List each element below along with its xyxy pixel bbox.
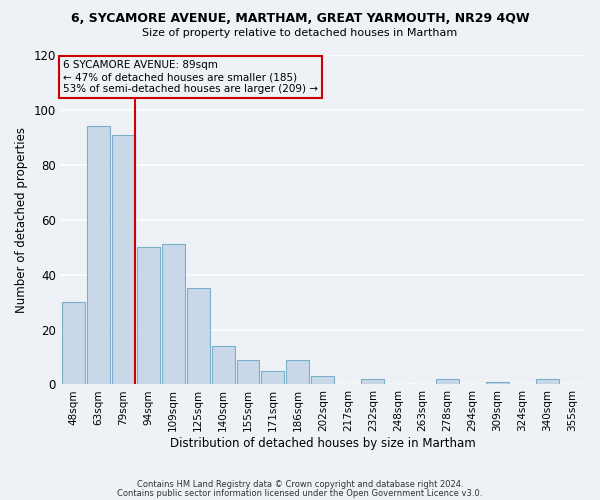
Text: 6 SYCAMORE AVENUE: 89sqm
← 47% of detached houses are smaller (185)
53% of semi-: 6 SYCAMORE AVENUE: 89sqm ← 47% of detach… bbox=[63, 60, 318, 94]
Bar bbox=[311, 376, 334, 384]
Y-axis label: Number of detached properties: Number of detached properties bbox=[15, 126, 28, 312]
Bar bbox=[137, 247, 160, 384]
Bar bbox=[262, 370, 284, 384]
Bar bbox=[536, 379, 559, 384]
Text: Size of property relative to detached houses in Martham: Size of property relative to detached ho… bbox=[142, 28, 458, 38]
Bar bbox=[187, 288, 209, 384]
Bar bbox=[436, 379, 459, 384]
Bar bbox=[62, 302, 85, 384]
Text: Contains HM Land Registry data © Crown copyright and database right 2024.: Contains HM Land Registry data © Crown c… bbox=[137, 480, 463, 489]
X-axis label: Distribution of detached houses by size in Martham: Distribution of detached houses by size … bbox=[170, 437, 476, 450]
Text: Contains public sector information licensed under the Open Government Licence v3: Contains public sector information licen… bbox=[118, 488, 482, 498]
Bar bbox=[486, 382, 509, 384]
Bar bbox=[236, 360, 259, 384]
Bar bbox=[161, 244, 185, 384]
Bar bbox=[286, 360, 310, 384]
Bar bbox=[112, 134, 134, 384]
Text: 6, SYCAMORE AVENUE, MARTHAM, GREAT YARMOUTH, NR29 4QW: 6, SYCAMORE AVENUE, MARTHAM, GREAT YARMO… bbox=[71, 12, 529, 26]
Bar bbox=[212, 346, 235, 385]
Bar bbox=[87, 126, 110, 384]
Bar bbox=[361, 379, 385, 384]
